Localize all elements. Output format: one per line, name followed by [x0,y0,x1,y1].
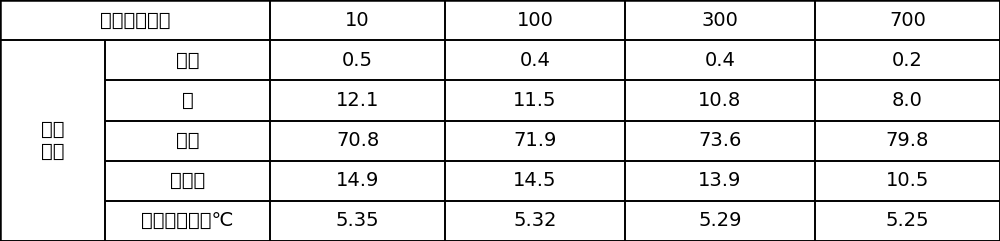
Text: 79.8: 79.8 [886,131,929,150]
Text: 0.4: 0.4 [520,51,550,70]
Text: 0.2: 0.2 [892,51,923,70]
Text: 5.32: 5.32 [513,211,557,230]
Text: 0.5: 0.5 [342,51,373,70]
Text: 甲苯: 甲苯 [176,131,199,150]
Text: 100: 100 [517,11,553,30]
Text: 73.6: 73.6 [698,131,742,150]
Text: 8.0: 8.0 [892,91,923,110]
Text: 二甲苯: 二甲苯 [170,171,205,190]
Text: 10.5: 10.5 [886,171,929,190]
Text: 300: 300 [702,11,738,30]
Text: 0.4: 0.4 [705,51,735,70]
Text: 非芳: 非芳 [176,51,199,70]
Text: 5.35: 5.35 [336,211,379,230]
Text: 10: 10 [345,11,370,30]
Text: 5.25: 5.25 [886,211,929,230]
Text: 70.8: 70.8 [336,131,379,150]
Text: 11.5: 11.5 [513,91,557,110]
Text: 14.9: 14.9 [336,171,379,190]
Text: 13.9: 13.9 [698,171,742,190]
Text: 产物
组成: 产物 组成 [41,120,64,161]
Text: 14.5: 14.5 [513,171,557,190]
Text: 12.1: 12.1 [336,91,379,110]
Text: 苯产品冰点，℃: 苯产品冰点，℃ [141,211,234,230]
Text: 时间（小时）: 时间（小时） [100,11,170,30]
Text: 71.9: 71.9 [513,131,557,150]
Text: 10.8: 10.8 [698,91,742,110]
Text: 700: 700 [889,11,926,30]
Text: 苯: 苯 [182,91,193,110]
Text: 5.29: 5.29 [698,211,742,230]
